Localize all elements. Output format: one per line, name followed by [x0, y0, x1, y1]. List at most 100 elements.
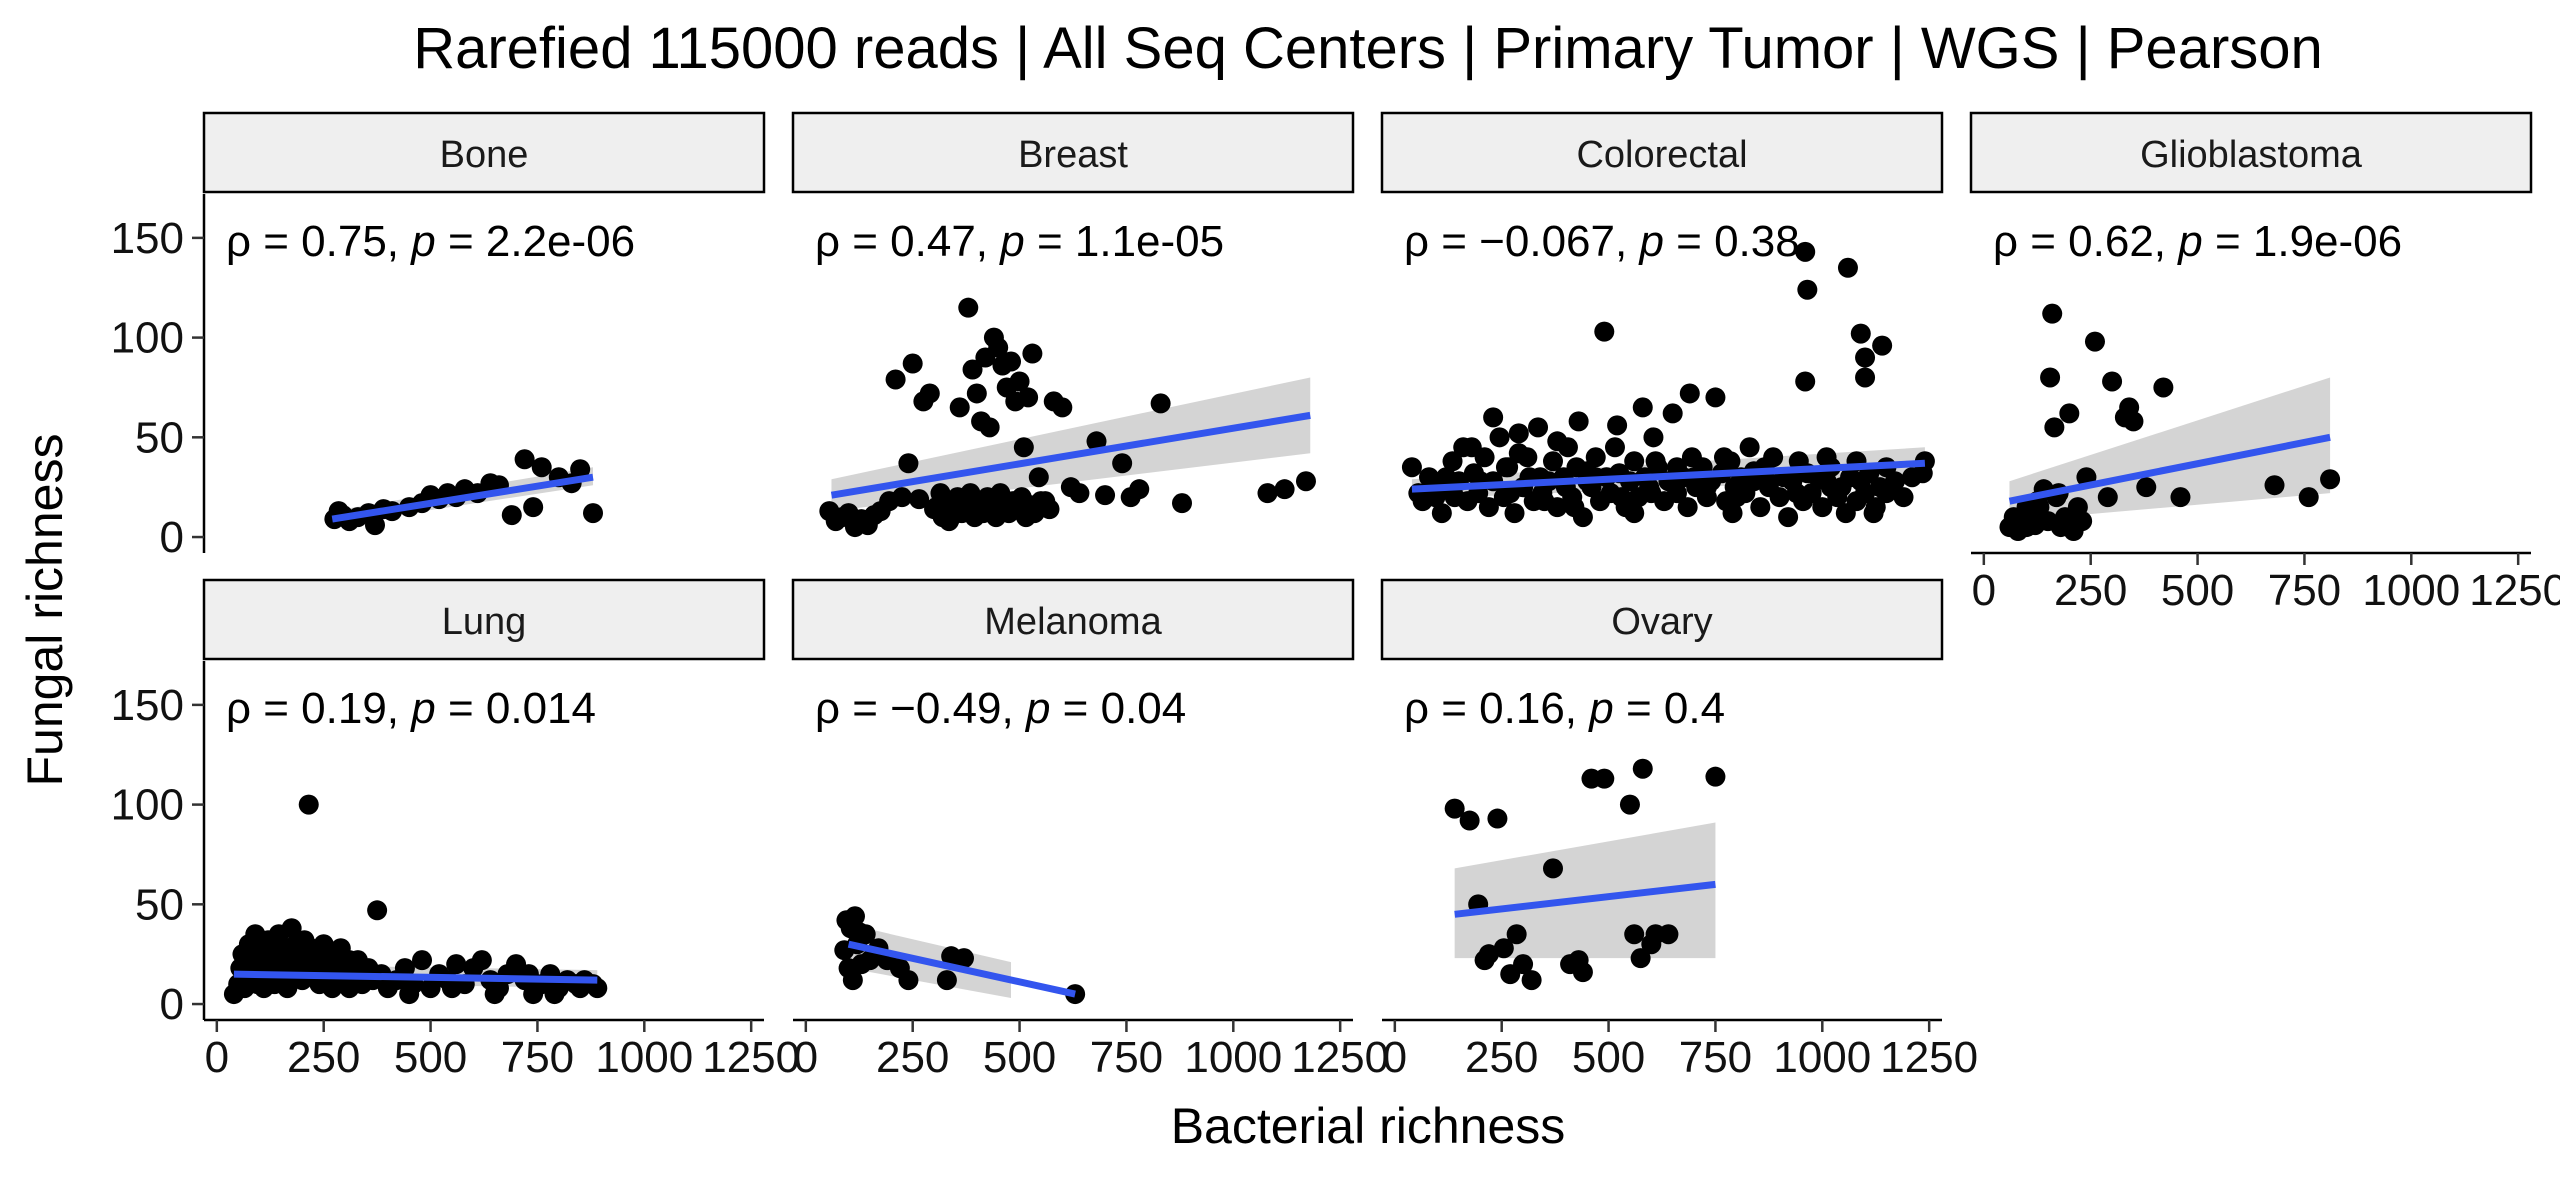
data-point-glioblastoma-26 [2136, 477, 2157, 498]
strip-box-glioblastoma [1969, 111, 2533, 194]
panel-bone: Bone ρ = 0.75, p = 2.2e-06 0 50 100 150 [111, 111, 766, 562]
x-tick-label-ovary-1: 250 [1465, 1033, 1538, 1082]
x-tick-label-ovary-2: 500 [1572, 1033, 1645, 1082]
facet-panels: Bone ρ = 0.75, p = 2.2e-06 0 50 100 150 Breast… [111, 111, 2560, 1082]
data-point-lung-79 [322, 978, 343, 999]
data-point-colorectal-5 [1431, 503, 1452, 524]
data-point-breast-47 [1095, 485, 1116, 506]
data-point-ovary-0 [1444, 798, 1465, 819]
data-point-glioblastoma-11 [2042, 303, 2063, 324]
data-point-lung-55 [394, 958, 415, 979]
strip-box-ovary [1380, 578, 1944, 661]
panel-glioblastoma: Glioblastoma ρ = 0.62, p = 1.9e-06 0 250 500… [1969, 111, 2560, 615]
data-point-colorectal-129 [1611, 487, 1632, 508]
data-point-ovary-1 [1459, 810, 1480, 831]
data-point-ovary-17 [1619, 794, 1640, 815]
strip-label-breast: Breast [1018, 134, 1128, 176]
data-point-colorectal-136 [1820, 477, 1841, 498]
data-point-breast-37 [1013, 437, 1034, 458]
data-point-colorectal-142 [1837, 257, 1858, 278]
confidence-band-ovary [1454, 822, 1716, 959]
data-point-colorectal-120 [1816, 447, 1837, 468]
data-point-colorectal-121 [1855, 367, 1876, 388]
data-point-breast-12 [898, 453, 919, 474]
data-point-colorectal-114 [1495, 457, 1516, 478]
data-point-melanoma-5 [844, 906, 865, 927]
y-tick-label-lung-3: 150 [111, 681, 184, 730]
data-point-breast-29 [979, 417, 1000, 438]
data-point-colorectal-27 [1542, 451, 1563, 472]
regression-line-ovary [1454, 880, 1716, 918]
data-point-breast-14 [909, 489, 930, 510]
data-point-colorectal-7 [1442, 451, 1463, 472]
data-point-ovary-8 [1506, 924, 1527, 945]
data-point-ovary-16 [1594, 768, 1615, 789]
data-point-colorectal-150 [1863, 503, 1884, 524]
correlation-label-bone: ρ = 0.75, p = 2.2e-06 [226, 217, 635, 266]
data-point-lung-61 [446, 954, 467, 975]
data-point-glioblastoma-22 [2102, 371, 2123, 392]
strip-label-lung: Lung [442, 601, 527, 643]
data-point-glioblastoma-28 [2170, 487, 2191, 508]
y-tick-label-lung-0: 0 [160, 980, 184, 1029]
data-point-colorectal-24 [1528, 417, 1549, 438]
correlation-label-breast: ρ = 0.47, p = 1.1e-05 [815, 217, 1224, 266]
correlation-label-glioblastoma: ρ = 0.62, p = 1.9e-06 [1993, 217, 2402, 266]
data-point-colorectal-140 [1795, 241, 1816, 262]
data-point-colorectal-98 [1893, 487, 1914, 508]
regression-line-glioblastoma [2008, 433, 2331, 505]
data-point-colorectal-44 [1624, 451, 1645, 472]
y-tick-label-bone-1: 50 [135, 413, 184, 462]
x-tick-label-glioblastoma-0: 0 [1972, 566, 1996, 615]
data-point-ovary-24 [1705, 766, 1726, 787]
data-point-colorectal-148 [1624, 503, 1645, 524]
data-point-breast-13 [902, 353, 923, 374]
strip-label-melanoma: Melanoma [984, 601, 1162, 643]
data-point-breast-26 [966, 383, 987, 404]
data-point-colorectal-143 [1850, 323, 1871, 344]
data-point-colorectal-144 [1855, 347, 1876, 368]
data-point-breast-38 [1018, 387, 1039, 408]
data-point-glioblastoma-10 [2040, 367, 2061, 388]
data-point-colorectal-126 [1534, 491, 1555, 512]
data-point-breast-48 [1112, 453, 1133, 474]
regression-line-breast [830, 411, 1311, 499]
data-point-colorectal-108 [1568, 411, 1589, 432]
data-point-breast-53 [1257, 483, 1278, 504]
data-point-glioblastoma-29 [2264, 475, 2285, 496]
data-point-colorectal-122 [1436, 467, 1457, 488]
data-point-lung-83 [484, 984, 505, 1005]
data-point-colorectal-81 [1801, 483, 1822, 504]
data-point-glioblastoma-16 [2059, 403, 2080, 424]
data-point-ovary-20 [1632, 758, 1653, 779]
strip-box-bone [202, 111, 766, 194]
x-tick-label-glioblastoma-4: 1000 [2362, 566, 2460, 615]
data-point-lung-51 [367, 900, 388, 921]
data-point-melanoma-18 [953, 948, 974, 969]
strip-label-glioblastoma: Glioblastoma [2140, 134, 2363, 176]
data-point-melanoma-15 [936, 970, 957, 991]
x-tick-label-melanoma-3: 750 [1090, 1033, 1163, 1082]
data-point-glioblastoma-12 [2044, 417, 2065, 438]
data-point-ovary-18 [1624, 924, 1645, 945]
strip-label-colorectal: Colorectal [1576, 134, 1747, 176]
data-point-glioblastoma-27 [2153, 377, 2174, 398]
y-tick-label-lung-2: 100 [111, 781, 184, 830]
correlation-label-lung: ρ = 0.19, p = 0.014 [226, 684, 596, 733]
data-point-bone-25 [570, 459, 591, 480]
data-point-breast-22 [949, 397, 970, 418]
x-tick-label-glioblastoma-2: 500 [2161, 566, 2234, 615]
data-point-colorectal-83 [1812, 497, 1833, 518]
data-point-glioblastoma-31 [2320, 469, 2341, 490]
regression-line-bone [331, 473, 594, 523]
data-point-bone-21 [523, 497, 544, 518]
data-point-lung-34 [298, 794, 319, 815]
data-point-colorectal-0 [1401, 457, 1422, 478]
data-point-colorectal-40 [1604, 437, 1625, 458]
data-point-breast-16 [919, 383, 940, 404]
data-point-lung-26 [281, 918, 302, 939]
strip-box-colorectal [1380, 111, 1944, 194]
data-point-colorectal-68 [1739, 437, 1760, 458]
strip-label-bone: Bone [440, 134, 529, 176]
